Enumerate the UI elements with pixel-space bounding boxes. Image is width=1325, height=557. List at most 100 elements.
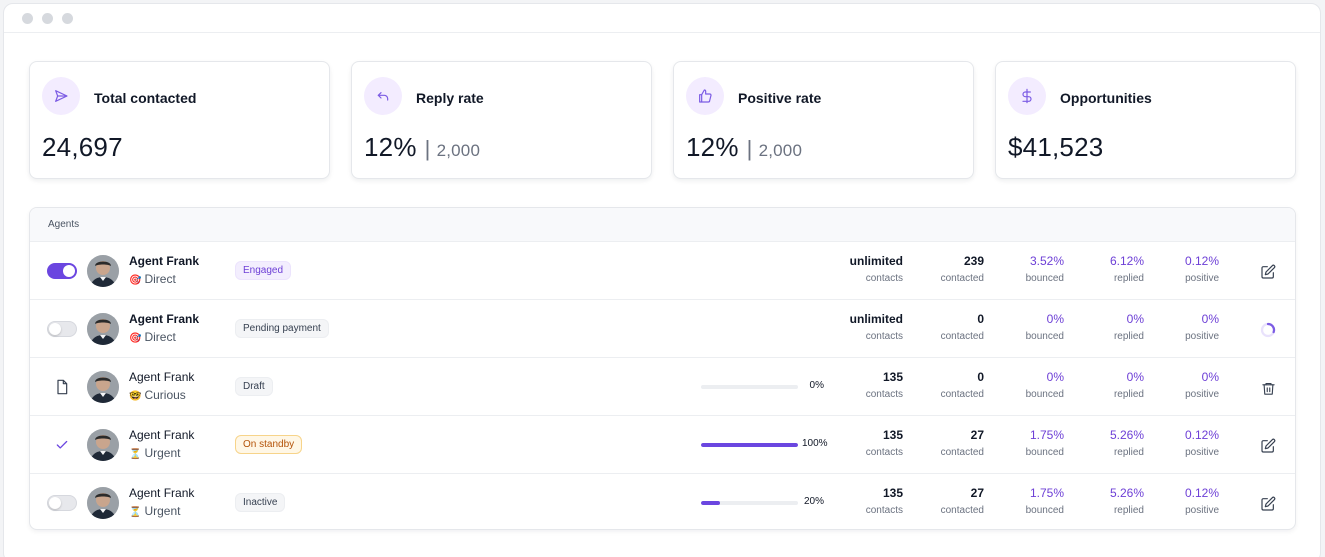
positive-value: 0.12% [1184,254,1219,268]
bounced-label: bounced [1025,505,1064,516]
bounced-value: 0% [1046,312,1064,326]
replied-value: 0% [1126,370,1144,384]
contacted-label: contacted [940,389,984,400]
contacts-label: contacts [865,389,903,400]
card-value-main: 24,697 [42,132,123,162]
stat-replied: 5.26% replied [1064,428,1144,458]
contacts-label: contacts [865,505,903,516]
bounced-value: 1.75% [1029,486,1064,500]
toggle-knob [49,497,61,509]
positive-label: positive [1185,331,1219,342]
positive-value: 0.12% [1184,428,1219,442]
row-lead [47,317,77,341]
check-icon [55,438,69,452]
stat-bounced: 3.52% bounced [984,254,1064,284]
reply-icon [364,77,402,115]
trash-icon[interactable] [1258,378,1278,398]
positive-value: 0.12% [1184,486,1219,500]
stat-card-total-contacted: Total contacted 24,697 [29,61,330,179]
table-row: Agent Frank 🎯 Direct Pending payment unlimit… [30,300,1295,358]
agent-active-toggle[interactable] [47,263,77,279]
progress-label: 20% [803,496,824,507]
stat-bounced: 0% bounced [984,312,1064,342]
agent-name[interactable]: Agent Frank [129,312,200,326]
contacts-value: 135 [882,486,903,500]
avatar [87,313,119,345]
table-row: Agent Frank 🎯 Direct Engaged unlimited contac… [30,242,1295,300]
progress-label: 100% [802,438,828,449]
table-row: Agent Frank ⏳ Urgent On standby 100% 135 conta… [30,416,1295,474]
bounced-label: bounced [1025,447,1064,458]
avatar [87,487,119,519]
value-separator: | [424,136,431,161]
stat-replied: 0% replied [1064,312,1144,342]
file-icon [54,379,70,395]
bounced-label: bounced [1025,273,1064,284]
contacted-value: 0 [977,312,984,326]
bounced-value: 1.75% [1029,428,1064,442]
row-lead [47,259,77,283]
mode-emoji: ⏳ [129,449,142,460]
stat-contacts: 135 contacts [823,428,903,458]
card-value: 12% | 2,000 [686,132,802,163]
contacts-value: 135 [882,370,903,384]
agent-mode: ⏳ Urgent [129,446,180,460]
row-lead [47,375,77,399]
card-value: 24,697 [42,132,123,163]
mode-emoji: ⏳ [129,507,142,518]
agent-name[interactable]: Agent Frank [129,370,195,384]
agent-active-toggle[interactable] [47,321,77,337]
agent-name[interactable]: Agent Frank [129,428,195,442]
card-title: Total contacted [94,90,197,106]
stat-replied: 0% replied [1064,370,1144,400]
edit-icon[interactable] [1258,494,1278,514]
contacts-value: unlimited [849,312,903,326]
table-body: Agent Frank 🎯 Direct Engaged unlimited contac… [30,242,1295,529]
thumbs-up-icon [686,77,724,115]
window-dot-close[interactable] [22,12,33,24]
replied-value: 5.26% [1109,486,1144,500]
avatar [87,429,119,461]
contacted-label: contacted [940,505,984,516]
contacted-value: 27 [970,428,984,442]
card-title: Positive rate [738,90,822,106]
edit-icon[interactable] [1258,262,1278,282]
toggle-knob [49,323,61,335]
agent-name[interactable]: Agent Frank [129,254,200,268]
bounced-label: bounced [1025,331,1064,342]
dollar-icon [1008,77,1046,115]
stat-positive: 0.12% positive [1139,428,1219,458]
status-badge: On standby [235,435,303,454]
replied-label: replied [1113,447,1144,458]
stat-contacts: 135 contacts [823,370,903,400]
contacts-label: contacts [865,331,903,342]
edit-icon[interactable] [1258,436,1278,456]
card-value-main: $41,523 [1008,132,1104,162]
window-dot-minimize[interactable] [42,12,53,24]
stat-bounced: 0% bounced [984,370,1064,400]
stat-contacts: 135 contacts [823,486,903,516]
status-badge: Draft [235,377,273,396]
bounced-value: 3.52% [1029,254,1064,268]
agent-name[interactable]: Agent Frank [129,486,195,500]
positive-label: positive [1185,389,1219,400]
window-dot-maximize[interactable] [62,12,73,24]
send-icon [42,77,80,115]
mode-label: Urgent [144,446,181,460]
bounced-label: bounced [1025,389,1064,400]
status-badge: Inactive [235,493,286,512]
replied-value: 5.26% [1109,428,1144,442]
loading-spinner-icon[interactable] [1258,320,1278,340]
bounced-value: 0% [1046,370,1064,384]
stat-cards: Total contacted 24,697 Reply rate 12% | 2,… [29,61,1296,179]
stat-replied: 5.26% replied [1064,486,1144,516]
agent-active-toggle[interactable] [47,495,77,511]
agent-mode: 🎯 Direct [129,272,176,286]
agents-table: Agents Agent Frank 🎯 Direct Engaged unlimite… [29,207,1296,530]
mode-label: Direct [144,272,176,286]
progress-bar [701,443,798,447]
row-lead [47,491,77,515]
contacted-label: contacted [940,273,984,284]
contacted-value: 239 [963,254,984,268]
card-title: Opportunities [1060,90,1152,106]
